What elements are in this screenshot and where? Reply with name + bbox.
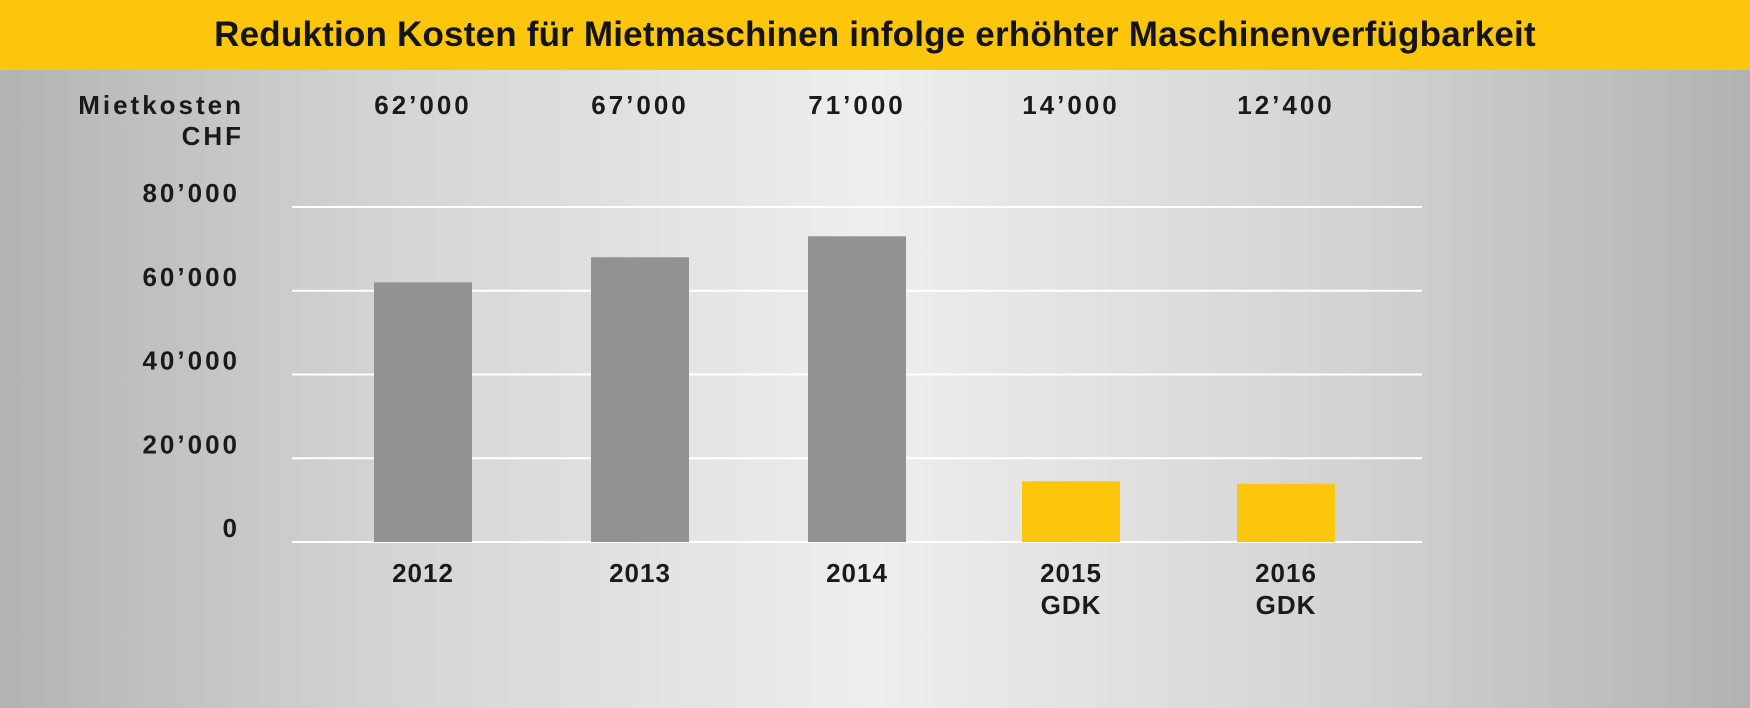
x-tick-label: 2015 bbox=[1040, 558, 1102, 588]
bars bbox=[374, 236, 1335, 542]
x-tick-label: 2016 bbox=[1255, 558, 1317, 588]
value-label: 71’000 bbox=[808, 90, 906, 120]
y-tick-label: 80’000 bbox=[142, 178, 240, 208]
value-label: 67’000 bbox=[591, 90, 689, 120]
bar bbox=[1022, 481, 1120, 542]
bar bbox=[808, 236, 906, 542]
y-tick-label: 40’000 bbox=[142, 346, 240, 376]
value-labels: 62’000 67’000 71’000 14’000 12’400 bbox=[374, 90, 1335, 120]
x-tick-label: 2013 bbox=[609, 558, 671, 588]
value-label: 62’000 bbox=[374, 90, 472, 120]
x-tick-label: GDK bbox=[1041, 590, 1102, 620]
x-tick-label: 2014 bbox=[826, 558, 888, 588]
y-axis-tick-labels: 0 20’000 40’000 60’000 80’000 bbox=[142, 178, 240, 543]
chart-title: Reduktion Kosten für Mietmaschinen infol… bbox=[214, 15, 1536, 54]
y-axis-label-line: Mietkosten bbox=[78, 90, 244, 120]
bar bbox=[1237, 483, 1335, 542]
y-tick-label: 0 bbox=[223, 513, 240, 543]
bar-chart: 0 20’000 40’000 60’000 80’000 62’000 67’000 71… bbox=[78, 90, 1422, 620]
value-label: 14’000 bbox=[1022, 90, 1120, 120]
x-tick-label: GDK bbox=[1256, 590, 1317, 620]
y-tick-label: 20’000 bbox=[142, 429, 240, 459]
value-label: 12’400 bbox=[1237, 90, 1335, 120]
bar bbox=[591, 257, 689, 542]
bar bbox=[374, 282, 472, 542]
title-banner: Reduktion Kosten für Mietmaschinen infol… bbox=[0, 0, 1750, 70]
x-tick-label: 2012 bbox=[392, 558, 454, 588]
y-tick-label: 60’000 bbox=[142, 262, 240, 292]
y-axis-label-line: CHF bbox=[182, 121, 244, 151]
